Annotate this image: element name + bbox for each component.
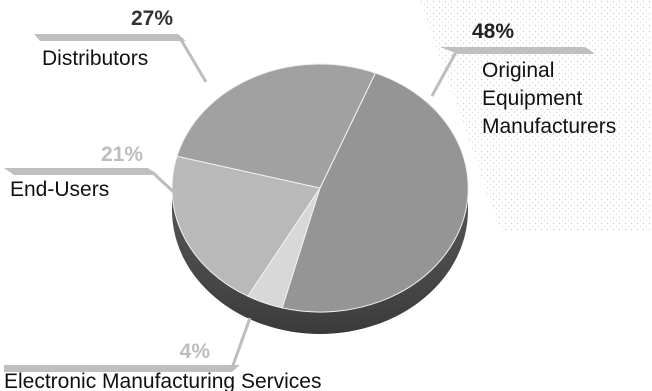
slice-label-original-equipment-manufacturers-line-2: Equipment [482,87,583,110]
pct-label-end-users: 21% [101,143,143,166]
backdrop-texture [420,0,652,230]
slice-label-end-users-line-1: End-Users [10,178,109,201]
pie-side [172,188,468,334]
leader-line-original-equipment-manufacturers [430,51,458,97]
pie-slices [171,63,469,313]
pie-slice-original-equipment-manufacturers [281,72,469,313]
pct-label-distributors: 27% [131,7,173,30]
leader-line-distributors [178,37,208,83]
leader-line-end-users [150,170,180,198]
label-bar-original-equipment-manufacturers [440,47,595,54]
slice-label-distributors-line-1: Distributors [42,47,148,70]
pct-label-original-equipment-manufacturers: 48% [472,20,514,43]
label-bar-electronic-manufacturing-services [4,365,240,372]
slice-label-original-equipment-manufacturers-line-3: Manufacturers [482,115,616,138]
slice-label-original-equipment-manufacturers-line-1: Original [482,59,554,82]
pie-labels: 48% Original Equipment Manufacturers 4% Elect… [4,7,616,391]
label-bar-end-users [4,168,158,175]
leader-line-electronic-manufacturing-services [230,317,252,369]
label-bar-distributors [34,34,186,41]
pct-label-electronic-manufacturing-services: 4% [180,340,211,363]
pie-slice-end-users [171,155,321,297]
slice-label-electronic-manufacturing-services-line-1: Electronic Manufacturing Services [4,370,321,391]
pie-slice-distributors [176,63,377,189]
